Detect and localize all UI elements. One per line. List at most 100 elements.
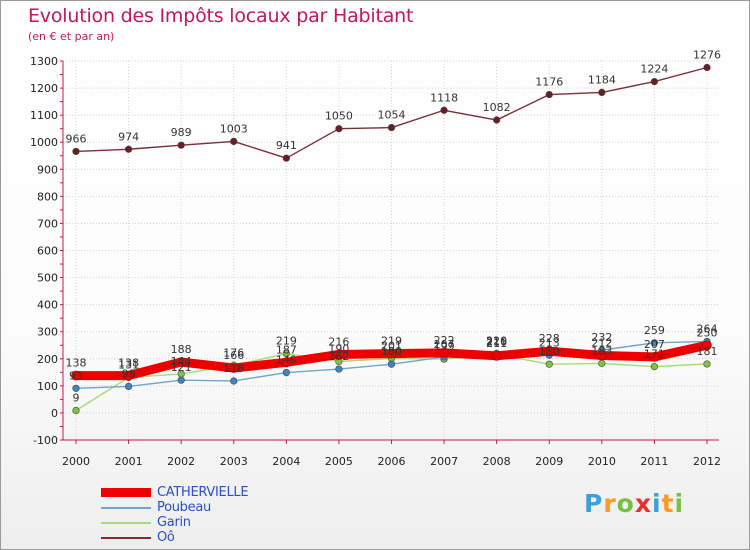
data-label-cathervielle: 222	[434, 334, 455, 347]
data-label-o: 941	[276, 139, 297, 152]
data-label-o: 1082	[483, 101, 511, 114]
data-label-poubeau: 259	[644, 324, 665, 337]
data-label-poubeau: 98	[122, 367, 136, 380]
data-label-garin: 131	[118, 358, 139, 371]
legend-swatch	[101, 488, 151, 497]
logo-letter: r	[603, 489, 617, 518]
data-label-o: 1003	[220, 122, 248, 135]
data-point-o	[387, 123, 396, 132]
data-label-garin: 171	[644, 348, 665, 361]
data-label-cathervielle: 166	[223, 349, 244, 362]
logo-letter: o	[616, 489, 635, 518]
x-tick-label: 2010	[588, 455, 616, 468]
y-tick-label: 700	[37, 217, 58, 230]
data-point-cathervielle	[176, 357, 186, 367]
data-label-o: 1050	[325, 110, 353, 123]
x-tick-label: 2006	[378, 455, 406, 468]
data-labels: 138 138 188 166 187 216 219 222 211 228 212 207 250 9…	[66, 48, 722, 404]
data-point-poubeau	[650, 339, 659, 347]
data-point-cathervielle	[649, 352, 660, 362]
axes: -100 0 100 200 300 400 500 600 700 800 900 1000 1100…	[30, 55, 721, 468]
x-tick-label: 2008	[483, 455, 511, 468]
data-point-cathervielle	[597, 350, 607, 361]
data-label-poubeau: 220	[486, 334, 507, 347]
legend-label: Oô	[157, 530, 175, 545]
data-label-garin: 190	[328, 342, 349, 355]
x-tick-label: 2001	[115, 455, 143, 468]
data-point-cathervielle	[439, 348, 449, 358]
data-point-cathervielle	[702, 340, 712, 351]
x-tick-label: 2009	[535, 455, 563, 468]
data-point-cathervielle	[71, 370, 81, 381]
data-label-o: 966	[66, 132, 87, 145]
data-point-o	[440, 106, 448, 114]
legend-label: Garin	[157, 515, 191, 530]
data-label-poubeau: 264	[697, 322, 718, 335]
data-label-cathervielle: 219	[381, 335, 402, 348]
data-point-o	[177, 141, 185, 149]
data-label-o: 1184	[588, 73, 616, 86]
logo-letter: P	[584, 489, 604, 518]
y-tick-label: 0	[51, 407, 58, 420]
legend-item: Poubeau	[101, 500, 248, 515]
y-tick-label: 1300	[30, 55, 58, 68]
data-label-cathervielle: 212	[591, 337, 612, 350]
data-label-garin: 144	[171, 355, 192, 368]
data-point-garin	[545, 360, 553, 368]
legend: CATHERVIELLE Poubeau Garin Oô	[101, 485, 249, 545]
data-label-o: 1276	[693, 48, 721, 61]
y-tick-label: 400	[37, 299, 58, 312]
data-label-o: 1176	[535, 76, 563, 89]
data-label-cathervielle: 138	[66, 357, 87, 370]
data-point-poubeau	[282, 368, 290, 377]
data-label-poubeau: 118	[223, 362, 244, 375]
data-point-poubeau	[387, 360, 396, 368]
data-label-garin: 201	[381, 340, 402, 353]
data-label-o: 1224	[640, 63, 668, 76]
data-label-garin: 180	[539, 345, 560, 358]
y-tick-label: -100	[33, 434, 58, 447]
data-point-o	[282, 154, 290, 162]
y-tick-label: 100	[37, 380, 58, 393]
logo-letter: i	[652, 489, 662, 518]
data-point-poubeau	[124, 382, 133, 390]
data-point-poubeau	[177, 376, 185, 384]
legend-item: CATHERVIELLE	[101, 485, 249, 500]
data-point-cathervielle	[334, 349, 344, 360]
data-point-poubeau	[72, 384, 80, 392]
data-label-cathervielle: 250	[697, 326, 718, 339]
data-label-poubeau: 180	[381, 345, 402, 358]
data-label-cathervielle: 187	[276, 343, 297, 356]
data-point-cathervielle	[386, 348, 397, 359]
x-tick-label: 2007	[430, 455, 458, 468]
data-point-garin	[598, 359, 606, 367]
data-point-o	[493, 116, 501, 124]
data-point-cathervielle	[544, 346, 555, 357]
y-tick-label: 1000	[30, 136, 58, 149]
legend-label: Poubeau	[157, 500, 211, 515]
chart-title: Evolution des Impôts locaux par Habitant	[28, 5, 414, 27]
data-point-garin	[282, 350, 290, 358]
y-tick-label: 900	[37, 163, 58, 176]
legend-item: Garin	[101, 515, 248, 530]
data-label-o: 1054	[378, 109, 406, 122]
data-label-poubeau: 91	[69, 369, 83, 382]
data-point-o	[72, 147, 80, 156]
data-point-o	[230, 137, 238, 146]
data-label-poubeau: 162	[328, 350, 349, 363]
x-tick-label: 2004	[272, 455, 300, 468]
data-label-o: 1118	[430, 91, 458, 104]
data-label-garin: 219	[276, 335, 297, 348]
data-label-poubeau: 121	[171, 361, 192, 374]
logo-letter: t	[661, 489, 675, 518]
data-label-garin: 176	[223, 346, 244, 359]
data-point-cathervielle	[123, 370, 134, 381]
data-point-garin	[650, 363, 659, 371]
data-point-garin	[72, 406, 80, 415]
x-tick-label: 2002	[167, 455, 195, 468]
data-label-o: 989	[171, 126, 192, 139]
x-tick-label: 2012	[693, 455, 721, 468]
